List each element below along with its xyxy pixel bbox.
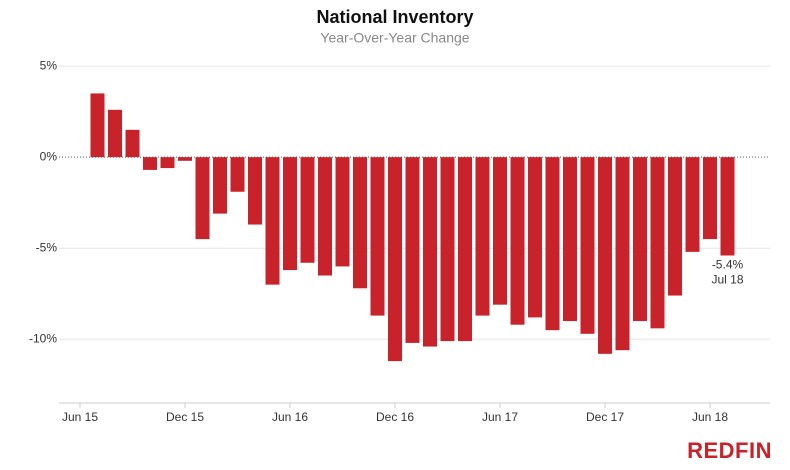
bar (318, 157, 332, 276)
bar (335, 157, 350, 267)
bar (580, 157, 595, 334)
bar (528, 157, 542, 318)
bar (265, 157, 280, 285)
bar (563, 157, 577, 322)
chart-title: National Inventory (316, 7, 473, 27)
bar (353, 157, 367, 289)
y-tick-label: -10% (29, 331, 57, 345)
x-tick-label: Dec 15 (166, 410, 204, 424)
bar (720, 157, 735, 256)
bar (230, 157, 245, 192)
bar (125, 129, 140, 158)
bar (685, 157, 700, 252)
bar (160, 157, 175, 169)
bar (423, 157, 437, 347)
bar (440, 157, 455, 342)
logo: REDFIN (687, 438, 772, 463)
bar (248, 157, 262, 225)
bar (668, 157, 682, 296)
y-tick-label: 0% (40, 149, 58, 163)
chart-subtitle: Year-Over-Year Change (320, 30, 469, 46)
bar (388, 157, 402, 362)
bar (405, 157, 420, 343)
x-tick-label: Jun 15 (62, 410, 98, 424)
bar (143, 157, 157, 170)
bar (195, 157, 210, 240)
bar (90, 93, 105, 158)
bar (598, 157, 612, 354)
x-tick-label: Jun 16 (272, 410, 308, 424)
bar (458, 157, 472, 342)
x-tick-label: Jun 18 (692, 410, 728, 424)
bar (510, 157, 525, 325)
bar (545, 157, 560, 331)
bar (703, 157, 717, 240)
bar (300, 157, 315, 263)
bar (283, 157, 297, 271)
bar (213, 157, 227, 214)
bar (493, 157, 507, 305)
x-tick-label: Jun 17 (482, 410, 518, 424)
annotation: Jul 18 (711, 273, 743, 287)
bar (615, 157, 630, 351)
bar (650, 157, 665, 329)
bar (108, 109, 122, 158)
bar (178, 157, 192, 161)
y-tick-label: 5% (40, 58, 58, 72)
bar (633, 157, 647, 322)
x-tick-label: Dec 17 (586, 410, 624, 424)
bar (475, 157, 490, 316)
bar (370, 157, 385, 316)
value-label: -5.4% (712, 258, 744, 272)
x-tick-label: Dec 16 (376, 410, 414, 424)
y-tick-label: -5% (36, 240, 58, 254)
